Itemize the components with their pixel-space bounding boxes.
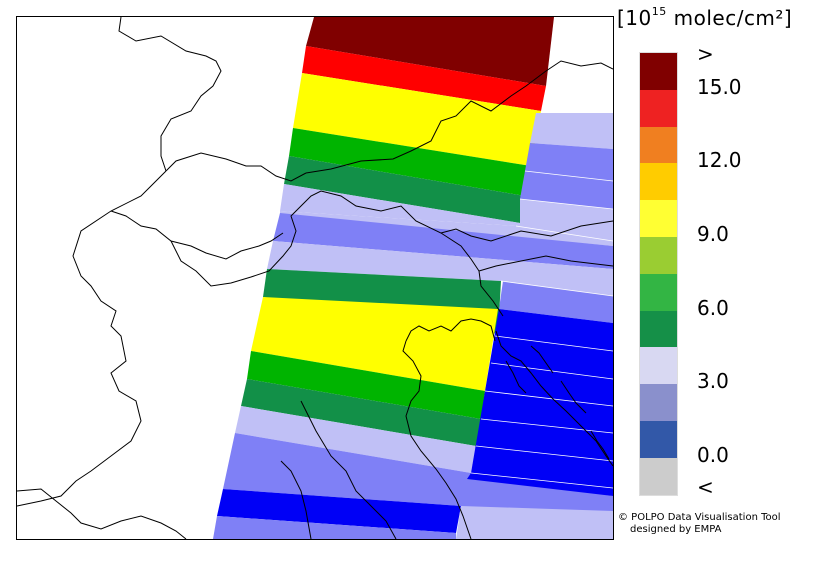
swath-band-yellow-2 xyxy=(251,297,498,391)
unit-label: [1015 molec/cm²] xyxy=(617,5,793,30)
legend-tick-label: < xyxy=(697,475,714,499)
swath-band-lavender xyxy=(280,184,613,241)
legend-swatch xyxy=(640,200,677,237)
credit-line-1: © POLPO Data Visualisation Tool xyxy=(618,512,781,523)
legend-swatch xyxy=(640,457,677,495)
legend-tick-label: 12.0 xyxy=(697,148,742,172)
legend-tick-label: 9.0 xyxy=(697,222,729,246)
swath-east-periwinkle-2 xyxy=(520,171,613,209)
legend-swatch xyxy=(640,310,677,348)
color-legend-bar xyxy=(639,52,678,496)
swath-band-lavender-2 xyxy=(280,211,613,246)
swath-east-lavender xyxy=(530,113,613,149)
swath-band-green xyxy=(289,128,531,196)
swath-band-periwinkle xyxy=(273,213,613,269)
legend-tick-label: 3.0 xyxy=(697,369,729,393)
legend-tick-label: > xyxy=(697,42,714,66)
swath-band-red xyxy=(302,46,546,111)
swath-band-dark-green xyxy=(284,156,525,223)
swath-east-periwinkle xyxy=(525,143,613,181)
legend-tick-label: 15.0 xyxy=(697,75,742,99)
swath-band-lavender-5 xyxy=(456,506,613,539)
swath-band-blue xyxy=(217,489,461,533)
legend-swatch xyxy=(640,89,677,127)
legend-swatch xyxy=(640,236,677,274)
swath-band-dark-green-2 xyxy=(241,379,481,446)
credit-line-2: designed by EMPA xyxy=(630,524,722,535)
swath-band-green-3 xyxy=(247,351,485,419)
legend-swatch xyxy=(640,126,677,164)
map-canvas xyxy=(17,17,613,539)
legend-swatch xyxy=(640,347,677,385)
country-borders xyxy=(17,17,613,539)
satellite-swath xyxy=(213,17,613,539)
legend-tick-label: 0.0 xyxy=(697,443,729,467)
legend-swatch xyxy=(640,163,677,201)
map-panel xyxy=(16,16,614,540)
legend-swatch xyxy=(640,53,677,90)
swath-band-yellow xyxy=(293,73,541,166)
unit-suffix: molec/cm²] xyxy=(666,6,793,30)
legend-swatch xyxy=(640,420,677,458)
swath-band-lavender-3 xyxy=(267,241,613,296)
swath-seam-lines xyxy=(470,170,613,489)
unit-exponent: 15 xyxy=(651,5,667,19)
legend-swatch xyxy=(640,273,677,311)
unit-prefix: [10 xyxy=(617,6,652,30)
swath-band-periwinkle-3 xyxy=(213,516,456,539)
legend-tick-label: 6.0 xyxy=(697,296,729,320)
legend-swatch xyxy=(640,384,677,421)
swath-band-above-max xyxy=(306,17,554,86)
swath-band-lavender-4 xyxy=(235,406,476,473)
swath-east-lavender-2 xyxy=(520,199,613,223)
